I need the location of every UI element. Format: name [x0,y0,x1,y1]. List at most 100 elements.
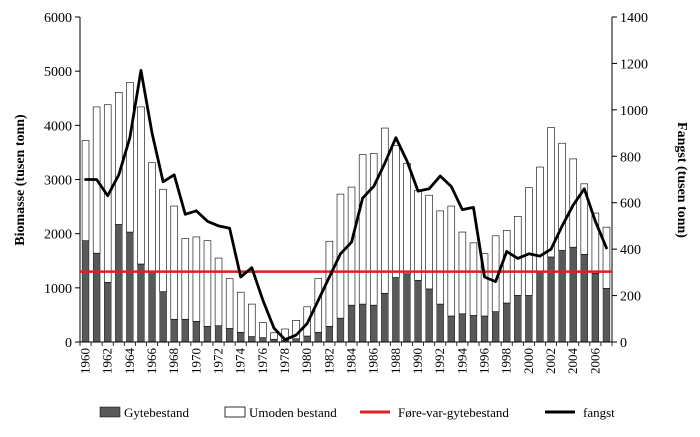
bar-layer [81,82,611,343]
x-tick-2000: 2000 [521,348,536,374]
bar-gytebestand-1967 [159,291,167,343]
bar-umoden-1969 [181,238,190,320]
bar-umoden-1972 [214,257,223,327]
y-tick-left-2000: 2000 [44,228,72,243]
y-tick-left-4000: 4000 [44,119,72,134]
bar-gytebestand-2001 [536,271,544,343]
bar-umoden-1989 [403,162,411,275]
x-tick-1990: 1990 [410,348,425,374]
bar-umoden-1973 [225,278,234,329]
bar-gytebestand-1961 [92,252,101,343]
bar-umoden-1991 [425,194,433,290]
y-tick-right-800: 800 [620,150,641,165]
legend-swatch-umoden [224,406,246,418]
x-tick-1974: 1974 [233,348,248,375]
bar-gytebestand-1997 [491,311,500,343]
bar-gytebestand-1992 [436,303,444,343]
bar-gytebestand-1993 [447,315,455,343]
bar-umoden-1970 [192,236,201,322]
bar-gytebestand-1960 [81,240,90,343]
bar-gytebestand-1966 [148,271,156,343]
x-tick-1978: 1978 [277,348,292,374]
bar-umoden-1987 [381,127,389,294]
x-tick-1994: 1994 [454,348,469,375]
bar-gytebestand-1974 [237,332,245,343]
y-axis-label-right: Fangst (tusen tonn) [674,122,689,238]
x-tick-1986: 1986 [366,348,381,375]
bar-gytebestand-2003 [558,250,566,343]
bar-gytebestand-2000 [525,295,533,343]
bar-umoden-1963 [115,91,123,225]
bar-gytebestand-1986 [370,304,378,343]
x-tick-1992: 1992 [432,348,447,374]
bar-umoden-2002 [547,127,555,258]
bar-gytebestand-1982 [325,326,334,343]
bar-gytebestand-1999 [514,295,522,343]
bar-gytebestand-1975 [248,336,256,343]
bar-umoden-1986 [369,153,378,306]
y-tick-right-600: 600 [620,197,641,212]
x-tick-1996: 1996 [477,348,492,375]
legend-label-fore-var: Føre-var-gytebestand [398,405,509,420]
bar-gytebestand-1971 [203,326,212,343]
bar-gytebestand-1985 [358,303,367,343]
bar-gytebestand-1990 [414,280,422,343]
bar-umoden-1960 [81,140,90,242]
x-tick-1982: 1982 [321,348,336,374]
x-tick-2004: 2004 [565,348,580,375]
bar-umoden-1965 [137,106,145,265]
x-tick-1964: 1964 [122,348,137,375]
bar-gytebestand-1995 [469,315,478,343]
bar-umoden-1968 [170,205,178,320]
bar-gytebestand-1996 [480,315,489,343]
bar-gytebestand-1988 [392,277,400,343]
bar-gytebestand-1983 [336,317,345,343]
legend-label-gytebestand: Gytebestand [124,405,189,420]
bar-umoden-1964 [126,82,134,233]
bar-umoden-1966 [148,162,156,273]
x-tick-1972: 1972 [211,348,226,374]
bar-umoden-2005 [580,183,589,255]
legend-label-umoden: Umoden bestand [249,405,337,420]
bar-umoden-1993 [447,205,456,317]
bar-gytebestand-1972 [214,325,223,343]
legend-swatch-gytebestand [99,406,121,418]
bar-gytebestand-1968 [170,319,178,343]
bar-gytebestand-1976 [259,337,267,343]
legend: Gytebestand Umoden bestand Føre-var-gyte… [99,405,615,420]
bar-gytebestand-2004 [569,247,577,343]
bar-gytebestand-1987 [381,293,389,343]
bar-umoden-1998 [502,230,511,304]
bar-umoden-1975 [248,303,256,337]
bar-umoden-1992 [436,210,444,305]
x-tick-1984: 1984 [344,348,359,375]
bar-umoden-1994 [458,231,467,315]
y-tick-left-0: 0 [65,336,72,351]
x-tick-2002: 2002 [543,348,558,374]
bar-umoden-1996 [480,253,489,317]
bar-gytebestand-1998 [503,302,511,343]
fangst-line [84,68,608,342]
bar-umoden-2006 [591,212,600,274]
bar-gytebestand-2006 [591,273,600,343]
bar-umoden-1974 [236,291,245,333]
bar-gytebestand-1980 [303,335,311,343]
x-tick-1976: 1976 [255,348,270,375]
y-tick-right-1000: 1000 [620,104,648,119]
bar-umoden-2007 [602,226,611,289]
y-tick-right-200: 200 [620,290,641,305]
y-tick-left-3000: 3000 [44,174,72,189]
x-tick-1998: 1998 [499,348,514,374]
bar-gytebestand-1989 [403,273,411,343]
bar-gytebestand-1964 [126,231,134,343]
x-tick-1988: 1988 [388,348,403,374]
bar-gytebestand-1981 [314,332,322,343]
bar-gytebestand-1970 [192,321,201,343]
x-tick-1970: 1970 [188,348,203,374]
x-tick-1962: 1962 [100,348,115,374]
y-tick-right-1400: 1400 [620,11,648,26]
y-tick-right-0: 0 [620,336,627,351]
bar-gytebestand-1991 [425,288,433,343]
bar-umoden-1985 [358,154,367,305]
